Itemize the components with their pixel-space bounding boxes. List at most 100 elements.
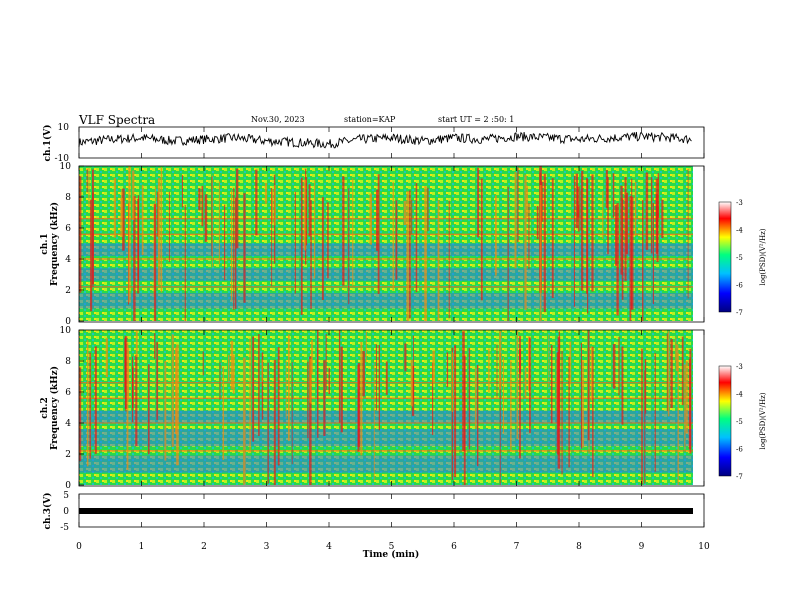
xtick-label: 8 [576,542,582,552]
spectrogram-burst-stripe [267,362,269,484]
spectrogram-burst-stripe [127,347,130,401]
spectrogram-low-power-band [79,455,693,473]
spectrogram-burst-stripe [582,360,584,448]
ch2-spec-ylabel-channel: ch.2 [40,397,50,418]
spectrogram-burst-stripe [222,366,224,460]
spectrogram-burst-stripe [230,340,234,390]
spectrogram-ytick-label: 6 [65,224,71,234]
spectrogram-burst-stripe [300,177,303,315]
spectrogram-ytick-label: 4 [65,255,71,265]
spectrogram-burst-stripe [338,330,341,423]
spectrogram-ytick-label: 10 [60,162,72,172]
spectrogram-burst-stripe [79,176,82,293]
spectrogram-burst-stripe [587,179,589,314]
spectrogram-burst-stripe [168,191,170,262]
spectrogram-burst-stripe [517,167,519,243]
spectrogram-burst-stripe [411,366,415,416]
start-time-label: start UT = 2 :50: 1 [438,115,515,124]
spectrogram-burst-stripe [342,176,345,286]
spectrogram-burst-stripe [406,191,409,321]
colorbar-tick-label: -5 [736,254,743,262]
spectrogram-burst-stripe [113,177,116,238]
spectrogram-ytick-label: 2 [65,450,71,460]
ch1-ytick-bottom: -10 [55,154,70,164]
colorbar-tick-label: -4 [736,227,743,235]
date-label: Nov.30, 2023 [251,115,305,124]
ch1-waveform-panel: 10 -10 ch.1(V) [42,123,705,164]
spectrogram-burst-stripe [477,167,480,238]
spectrogram-burst-stripe [285,360,287,419]
spectrogram-burst-stripe [164,361,167,461]
spectrogram-burst-stripe [528,203,530,269]
spectrogram-burst-stripe [228,354,230,382]
spectrogram-burst-stripe [687,169,689,299]
spectrogram-burst-stripe [89,352,91,459]
spectrogram-burst-stripe [409,190,411,319]
spectrogram-burst-stripe [477,364,479,467]
spectrogram-burst-stripe [309,358,312,403]
spectrogram-burst-stripe [314,180,316,279]
ch1-spec-ylabel-freq: Frequency (kHz) [49,202,60,286]
spectrogram-burst-stripe [231,189,233,301]
spectrogram-burst-stripe [661,199,664,239]
spectrogram-burst-stripe [591,174,594,292]
ch1-ytick-top: 10 [58,123,70,133]
spectrogram-burst-stripe [631,178,633,309]
spectrogram-burst-stripe [311,339,313,374]
spectrogram-burst-stripe [105,337,108,378]
spectrogram-ytick-label: 0 [65,317,71,327]
ch3-ytick-top: 5 [63,491,69,501]
ch2-spec-ylabel-freq: Frequency (kHz) [49,366,60,450]
spectrogram-burst-stripe [128,166,131,303]
spectrogram-burst-stripe [641,348,643,485]
spectrogram-burst-stripe [288,334,290,441]
colorbar-tick-label: -6 [736,282,743,290]
spectrogram-low-power-band [79,429,693,447]
spectrogram-ytick-label: 8 [65,357,71,367]
spectrogram-burst-stripe [181,175,183,208]
ch3-ytick-bottom: -5 [60,523,69,533]
ch1-spectrogram-panel: 0 2 4 6 8 10 ch.1 Frequency (kHz) [40,162,705,327]
spectrogram-burst-stripe [410,359,413,407]
station-label: station=KAP [344,115,396,124]
spectrogram-burst-stripe [550,345,553,424]
ch1-spec-ylabel-channel: ch.1 [40,233,50,254]
spectrogram-burst-stripe [309,356,312,485]
spectrogram-burst-stripe [148,364,150,455]
spectrogram-burst-stripe [122,188,125,251]
spectrogram-burst-stripe [684,364,686,451]
ch3-ytick-mid: 0 [63,507,69,517]
ch2-colorbar: -3 -4 -5 -6 -7 log(PSD)(V²/Hz) [718,363,767,481]
ch1-wave-ylabel: ch.1(V) [42,125,53,162]
spectrogram-burst-stripe [454,345,457,478]
spectrogram-burst-stripe [495,195,497,276]
spectrogram-burst-stripe [652,202,654,305]
spectrogram-burst-stripe [92,169,94,285]
spectrogram-burst-stripe [392,182,394,291]
spectrogram-burst-stripe [524,367,527,398]
spectrogram-burst-stripe [677,352,679,485]
spectrogram-burst-stripe [294,191,296,294]
spectrogram-burst-stripe [261,359,263,382]
spectrogram-burst-stripe [176,344,179,466]
spectrogram-burst-stripe [432,350,435,384]
spectrogram-burst-stripe [543,173,546,313]
spectrogram-burst-stripe [90,199,93,312]
spectrogram-burst-stripe [488,348,490,393]
spectrogram-burst-stripe [675,344,679,371]
spectrogram-burst-stripe [317,330,319,438]
spectrogram-burst-stripe [621,346,624,425]
spectrogram-burst-stripe [519,335,521,459]
spectrogram-burst-stripe [362,351,365,397]
spectrogram-burst-stripe [536,206,539,240]
spectrogram-burst-stripe [602,191,604,239]
ch3-waveform-band [79,508,693,514]
xtick-label: 0 [76,542,82,552]
spectrogram-burst-stripe [654,353,656,472]
spectrogram-burst-stripe [514,172,517,269]
spectrogram-burst-stripe [160,167,163,293]
spectrogram-burst-stripe [88,167,90,207]
spectrogram-burst-stripe [624,177,627,281]
ch3-wave-ylabel: ch.3(V) [42,493,53,530]
spectrogram-burst-stripe [385,361,388,395]
